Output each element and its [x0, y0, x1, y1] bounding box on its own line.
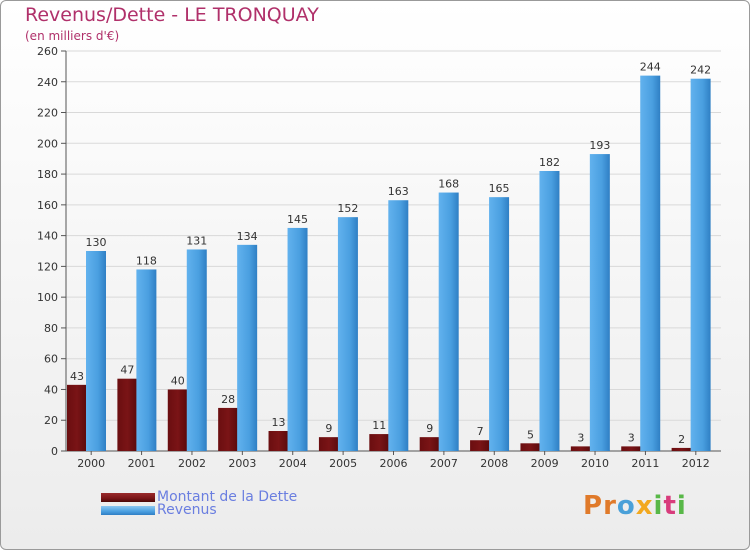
y-tick-label: 160	[37, 199, 58, 212]
bar-dette	[167, 389, 188, 451]
x-tick-label: 2006	[380, 457, 408, 470]
data-label-revenus: 242	[690, 64, 711, 77]
data-label-dette: 40	[171, 374, 185, 387]
y-tick-label: 40	[44, 383, 58, 396]
data-label-dette: 3	[628, 431, 635, 444]
legend-swatch-revenus	[101, 505, 155, 515]
logo-letter: i	[676, 491, 687, 521]
bar-dette	[117, 378, 138, 451]
y-tick-label: 20	[44, 414, 58, 427]
bar-revenus	[388, 200, 409, 451]
x-tick-label: 2002	[178, 457, 206, 470]
bar-revenus	[489, 197, 510, 451]
data-label-dette: 13	[272, 416, 286, 429]
bar-revenus	[136, 269, 157, 451]
x-tick-label: 2007	[430, 457, 458, 470]
data-label-dette: 5	[527, 428, 534, 441]
x-tick-label: 2001	[128, 457, 156, 470]
data-label-revenus: 244	[640, 61, 661, 74]
bar-dette	[621, 446, 642, 451]
logo-letter: P	[583, 491, 604, 521]
proxiti-logo: Proxiti	[583, 491, 687, 521]
data-label-revenus: 163	[388, 185, 409, 198]
legend-item-dette: Montant de la Dette	[101, 489, 297, 505]
data-label-revenus: 182	[539, 156, 560, 169]
x-tick-label: 2009	[531, 457, 559, 470]
data-label-dette: 47	[120, 364, 134, 377]
data-label-revenus: 145	[287, 213, 308, 226]
y-tick-label: 240	[37, 76, 58, 89]
x-tick-label: 2010	[581, 457, 609, 470]
legend-label-revenus: Revenus	[157, 502, 217, 518]
bar-revenus	[640, 75, 661, 451]
data-label-revenus: 168	[438, 178, 459, 191]
y-tick-label: 100	[37, 291, 58, 304]
data-label-dette: 11	[372, 419, 386, 432]
y-tick-label: 140	[37, 230, 58, 243]
x-tick-label: 2011	[631, 457, 659, 470]
data-label-revenus: 131	[186, 234, 207, 247]
data-label-dette: 3	[577, 431, 584, 444]
data-label-revenus: 134	[237, 230, 258, 243]
bar-revenus	[86, 251, 106, 451]
bar-revenus	[287, 227, 308, 451]
bar-dette	[570, 446, 591, 451]
chart-title: Revenus/Dette - LE TRONQUAY	[25, 4, 319, 26]
data-label-dette: 7	[477, 425, 484, 438]
legend-label-dette: Montant de la Dette	[157, 489, 298, 505]
x-tick-label: 2000	[77, 457, 105, 470]
x-tick-label: 2003	[228, 457, 256, 470]
legend-item-revenus: Revenus	[101, 502, 217, 518]
y-tick-label: 260	[37, 45, 58, 58]
bar-dette	[470, 440, 491, 451]
y-tick-label: 60	[44, 353, 58, 366]
data-label-revenus: 152	[337, 202, 358, 215]
legend-swatch-dette	[101, 492, 155, 502]
data-label-revenus: 118	[136, 254, 157, 267]
x-tick-label: 2008	[480, 457, 508, 470]
x-tick-label: 2012	[682, 457, 710, 470]
data-label-revenus: 193	[589, 139, 610, 152]
logo-letter: r	[603, 491, 617, 521]
data-label-revenus: 130	[86, 236, 107, 249]
bar-dette	[369, 434, 390, 451]
bar-dette	[268, 431, 289, 451]
bar-dette	[318, 437, 339, 451]
bar-revenus	[539, 171, 560, 451]
bar-dette	[419, 437, 440, 451]
bar-revenus	[337, 217, 358, 451]
logo-letter: t	[663, 491, 677, 521]
y-tick-label: 200	[37, 137, 58, 150]
data-label-dette: 2	[678, 433, 685, 446]
data-label-dette: 43	[70, 370, 84, 383]
y-tick-label: 80	[44, 322, 58, 335]
bar-revenus	[690, 78, 711, 451]
y-tick-label: 220	[37, 107, 58, 120]
bar-dette	[218, 407, 239, 451]
logo-letter: i	[653, 491, 664, 521]
y-tick-label: 0	[51, 445, 58, 458]
data-label-dette: 9	[426, 422, 433, 435]
logo-letter: o	[616, 491, 636, 521]
data-label-dette: 28	[221, 393, 235, 406]
bar-dette	[671, 447, 692, 451]
bar-dette	[520, 443, 541, 451]
bar-revenus	[186, 249, 207, 451]
bar-revenus	[589, 154, 610, 452]
logo-letter: x	[635, 491, 654, 521]
bar-revenus	[438, 192, 459, 452]
x-tick-label: 2004	[279, 457, 307, 470]
chart-subtitle: (en milliers d'€)	[25, 29, 120, 43]
data-label-dette: 9	[325, 422, 332, 435]
y-tick-label: 180	[37, 168, 58, 181]
data-label-revenus: 165	[489, 182, 510, 195]
y-tick-label: 120	[37, 260, 58, 273]
bar-dette	[67, 384, 87, 451]
x-tick-label: 2005	[329, 457, 357, 470]
bar-revenus	[237, 244, 258, 451]
